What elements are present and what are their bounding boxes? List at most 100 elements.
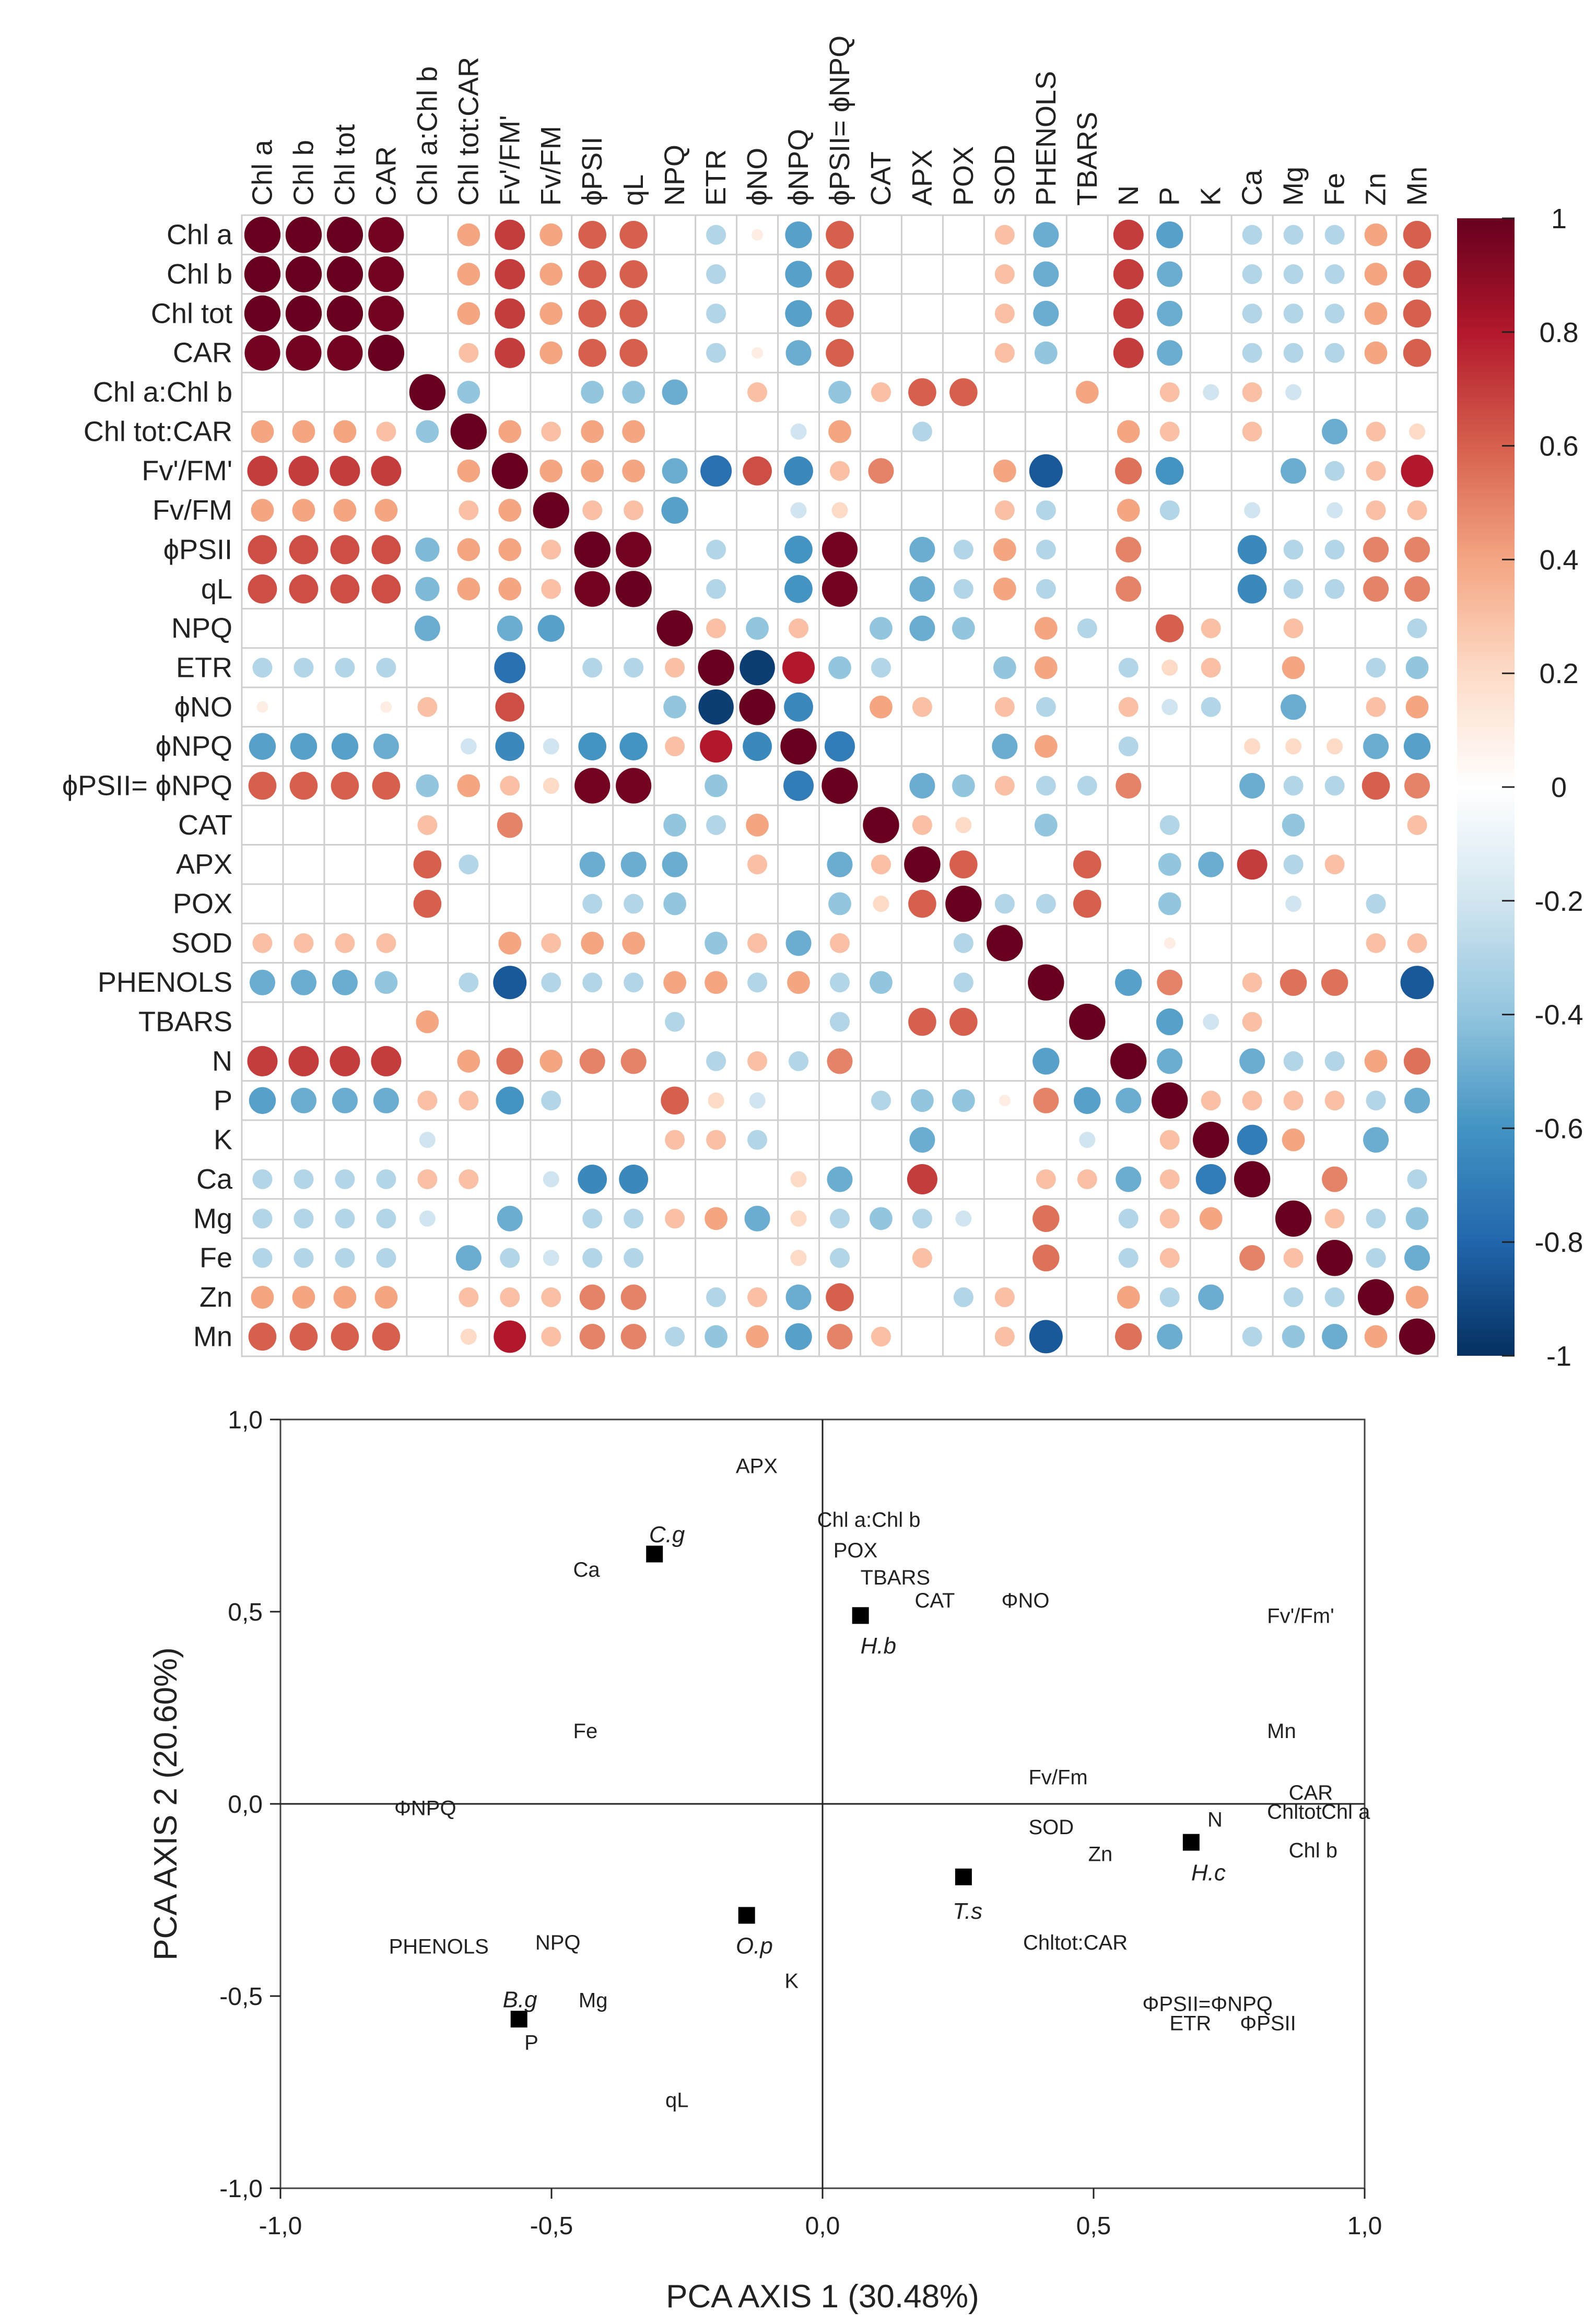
corr-circle	[739, 689, 776, 725]
corr-circle	[455, 1245, 482, 1271]
row-label: PHENOLS	[98, 967, 232, 998]
corr-circle	[372, 1322, 401, 1351]
variable-label: Mn	[1267, 1720, 1296, 1743]
corr-circle	[251, 1286, 274, 1309]
corr-circle	[1118, 1209, 1139, 1229]
corr-circle	[415, 577, 440, 601]
corr-circle	[1403, 299, 1431, 328]
corr-circle	[330, 455, 360, 486]
corr-circle	[1327, 502, 1343, 519]
variable-label: Chl a	[1321, 1801, 1370, 1824]
variable-label: N	[1207, 1808, 1223, 1831]
corr-circle	[1032, 1048, 1060, 1075]
corr-circle	[827, 851, 853, 877]
variable-label: POX	[834, 1539, 877, 1562]
corr-circle	[244, 216, 281, 253]
corr-circle	[1201, 1090, 1221, 1111]
y-tick-label: 0,5	[228, 1599, 263, 1626]
corr-circle	[374, 499, 398, 522]
corr-circle	[539, 223, 563, 247]
corr-circle	[417, 1169, 438, 1189]
corr-circle	[993, 459, 1016, 483]
corr-circle	[292, 1286, 315, 1309]
corr-circle	[335, 658, 355, 678]
corr-circle	[249, 1087, 276, 1114]
corr-circle	[622, 931, 646, 955]
column-label: Fe	[1319, 173, 1351, 206]
corr-circle	[335, 933, 355, 953]
corr-circle	[459, 972, 479, 993]
corr-circle	[1283, 854, 1304, 875]
corr-circle	[1366, 421, 1386, 442]
corr-circle	[498, 420, 522, 443]
corr-circle	[784, 535, 813, 564]
corr-circle	[705, 774, 728, 797]
corr-circle	[1283, 539, 1304, 560]
corr-circle	[826, 338, 854, 367]
corr-circle	[376, 1209, 396, 1229]
column-label: Mg	[1278, 167, 1309, 206]
corr-circle	[662, 851, 688, 877]
corr-circle	[790, 1250, 807, 1266]
corr-circle	[1282, 1325, 1305, 1348]
corr-circle	[413, 850, 442, 878]
corr-circle	[1324, 461, 1345, 481]
treatment-label: H.c	[1191, 1860, 1226, 1885]
row-label: SOD	[171, 928, 232, 959]
treatment-marker	[1182, 1834, 1200, 1851]
corr-circle	[495, 219, 525, 250]
colorbar-tick-label: -0.8	[1534, 1227, 1583, 1258]
corr-circle	[619, 260, 648, 288]
corr-circle	[747, 1287, 768, 1307]
corr-circle	[784, 692, 813, 722]
corr-circle	[870, 695, 893, 719]
corr-circle	[1036, 500, 1056, 521]
corr-circle	[1077, 776, 1097, 796]
corr-circle	[782, 651, 815, 684]
corr-circle	[784, 456, 813, 486]
corr-circle	[252, 933, 273, 953]
corr-circle	[331, 771, 359, 800]
corr-circle	[574, 571, 611, 607]
corr-circle	[1327, 738, 1343, 755]
corr-circle	[706, 1130, 726, 1150]
corr-circle	[789, 1051, 809, 1071]
corr-circle	[1283, 1287, 1304, 1307]
corr-circle	[539, 302, 563, 325]
corr-circle	[1028, 964, 1064, 1001]
corr-circle	[1366, 894, 1386, 914]
variable-label: P	[524, 2031, 538, 2054]
corr-circle	[706, 815, 726, 835]
corr-circle	[1409, 423, 1426, 440]
corr-circle	[949, 378, 978, 406]
corr-circle	[945, 885, 982, 922]
variable-label: ΦNO	[1002, 1589, 1050, 1612]
column-label: Chl a	[247, 139, 278, 206]
corr-circle	[1399, 1318, 1436, 1355]
corr-circle	[830, 461, 850, 481]
corr-circle	[290, 733, 318, 760]
corr-circle	[409, 374, 446, 410]
corr-circle	[706, 225, 726, 245]
corr-circle	[1324, 1051, 1345, 1071]
x-tick-label: -0,5	[530, 2212, 573, 2240]
corr-circle	[457, 263, 480, 286]
corr-circle	[457, 774, 480, 797]
corr-circle	[1034, 341, 1058, 365]
treatment-marker	[852, 1607, 869, 1624]
corr-circle	[746, 617, 769, 640]
corr-circle	[579, 1323, 605, 1350]
corr-circle	[1364, 302, 1388, 325]
corr-circle	[1075, 381, 1099, 404]
corr-circle	[1363, 536, 1389, 562]
corr-circle	[663, 813, 687, 837]
corr-circle	[331, 733, 359, 760]
corr-circle	[1403, 260, 1431, 288]
corr-circle	[1363, 576, 1389, 602]
column-label: Zn	[1360, 173, 1392, 206]
corr-circle	[1281, 458, 1307, 484]
corr-circle	[1401, 454, 1434, 487]
corr-circle	[1364, 263, 1388, 286]
y-tick-label: -1,0	[219, 2175, 263, 2203]
variable-label: Chl a:Chl b	[817, 1508, 921, 1531]
